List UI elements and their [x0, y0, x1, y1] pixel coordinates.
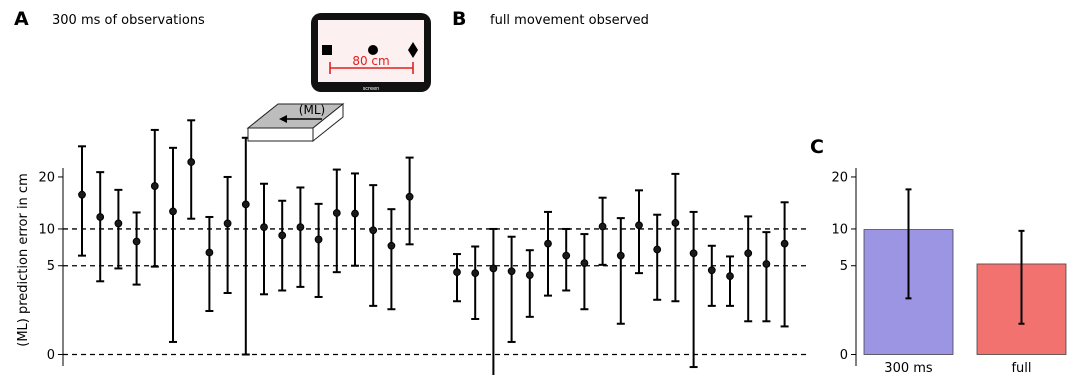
diamond-marker-icon — [408, 42, 418, 58]
panel-b-point-6 — [544, 239, 552, 248]
panel-b-point-3 — [489, 264, 498, 273]
panel-a-point-8 — [205, 248, 214, 257]
panel-a-point-2 — [96, 213, 105, 221]
circle-marker-icon — [368, 45, 378, 55]
panel-letter-a: A — [14, 8, 29, 30]
panel-a-point-11 — [260, 223, 268, 231]
panel-a-point-9 — [223, 219, 232, 228]
panel-a-point-17 — [369, 226, 378, 235]
panel-b-point-2 — [471, 269, 480, 278]
panel-b-point-13 — [671, 218, 680, 227]
panel-c-y-ticks: 0 5 10 20 — [831, 170, 856, 363]
panel-b-point-8 — [580, 259, 589, 268]
panel-a-point-6 — [169, 207, 177, 216]
panel-letter-b: B — [452, 8, 466, 30]
panel-b-point-15 — [707, 266, 716, 275]
panel-a-point-3 — [114, 219, 123, 228]
panel-a-point-1 — [78, 190, 86, 199]
panel-b-point-19 — [780, 239, 789, 248]
panel-a-point-16 — [351, 209, 359, 218]
panel-b-marks — [453, 172, 789, 375]
panel-letter-c: C — [810, 136, 824, 158]
main-y-tick-label-20: 20 — [38, 170, 55, 185]
panel-title-b: full movement observed — [490, 13, 649, 28]
main-y-ticks: 0 5 10 20 — [38, 170, 63, 363]
panel-a-point-7 — [187, 158, 196, 166]
main-y-axis: 0 5 10 20 — [38, 168, 64, 366]
panel-title-a: 300 ms of observations — [52, 13, 205, 28]
panel-c-category-label-1: 300 ms — [884, 361, 933, 375]
panel-b-point-10 — [616, 251, 625, 260]
panel-b-point-14 — [689, 249, 698, 258]
panel-c-marks: 300 ms full — [863, 188, 1067, 375]
reference-lines — [63, 228, 806, 356]
panel-b-point-16 — [726, 272, 734, 280]
panel-b-point-18 — [762, 260, 771, 268]
panel-a-marks — [78, 119, 414, 356]
panel-a-point-14 — [314, 235, 323, 244]
panel-a-point-18 — [387, 241, 396, 250]
panel-b-point-4 — [507, 267, 516, 276]
panel-b-point-1 — [453, 268, 461, 277]
panel-a-point-5 — [150, 182, 159, 190]
platform-side — [312, 102, 344, 143]
panel-c-y-tick-label-0: 0 — [840, 348, 848, 363]
panel-a-point-4 — [132, 237, 141, 246]
platform-inset: (ML) — [246, 102, 345, 143]
panel-a-point-19 — [405, 192, 414, 201]
main-y-tick-label-0: 0 — [47, 348, 55, 363]
square-marker-icon — [322, 45, 332, 55]
panel-c-y-tick-label-5: 5 — [840, 259, 848, 274]
panel-c-category-label-2: full — [1011, 361, 1031, 375]
panel-b-point-9 — [598, 222, 607, 231]
platform-front — [247, 127, 314, 142]
panel-a-point-10 — [241, 200, 250, 209]
panel-c-axis: 0 5 10 20 — [831, 168, 857, 366]
panel-a-point-12 — [278, 231, 287, 240]
panel-b-point-12 — [653, 245, 662, 254]
panel-b-point-11 — [635, 221, 643, 230]
main-y-tick-label-10: 10 — [38, 222, 55, 237]
screen-inset: 80 cm screen — [311, 13, 431, 92]
panel-b-point-17 — [744, 249, 753, 258]
panel-b-point-5 — [525, 271, 534, 280]
main-y-tick-label-5: 5 — [47, 259, 55, 274]
panel-c-y-tick-label-20: 20 — [831, 170, 848, 185]
panel-a-point-13 — [296, 223, 305, 231]
y-axis-label: (ML) prediction error in cm — [16, 173, 31, 347]
distance-label: 80 cm — [352, 54, 389, 68]
screen-label: screen — [363, 86, 380, 92]
panel-b-point-7 — [562, 251, 571, 260]
direction-label: (ML) — [299, 103, 325, 117]
panel-a-point-15 — [332, 209, 341, 217]
left-arrow-icon — [279, 115, 287, 123]
panel-c-y-tick-label-10: 10 — [831, 222, 848, 237]
